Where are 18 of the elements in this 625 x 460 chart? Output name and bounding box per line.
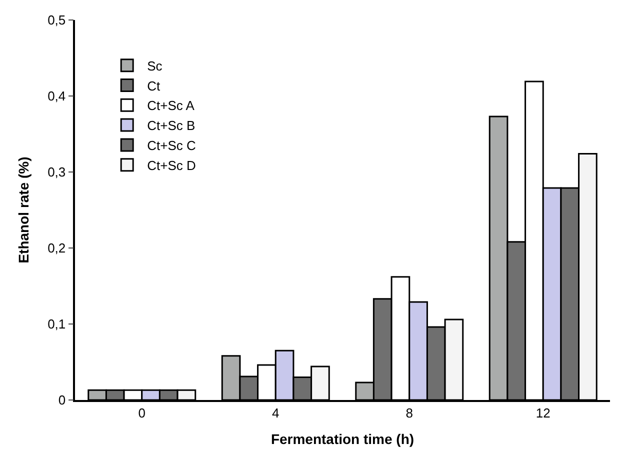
legend-label: Ct+Sc A bbox=[147, 98, 195, 114]
legend-label: Ct+Sc D bbox=[147, 158, 196, 173]
x-axis-title: Fermentation time (h) bbox=[270, 431, 414, 448]
legend-label: Ct+Sc C bbox=[147, 138, 196, 154]
x-tick-label: 4 bbox=[272, 405, 280, 420]
x-tick-label: 12 bbox=[536, 405, 550, 420]
y-tick-label: 0 bbox=[58, 392, 66, 408]
y-tick-label: 0,3 bbox=[48, 164, 66, 180]
x-tick-label: 8 bbox=[406, 405, 413, 420]
x-tick-label: 0 bbox=[138, 405, 146, 420]
y-tick-label: 0,1 bbox=[48, 316, 66, 332]
y-axis-title: Ethanol rate (%) bbox=[16, 156, 32, 264]
legend-label: Ct+Sc B bbox=[147, 118, 196, 134]
y-tick-label: 0,2 bbox=[48, 240, 66, 256]
legend-label: Ct bbox=[147, 78, 160, 94]
y-tick-label: 0,4 bbox=[48, 88, 66, 104]
y-tick-label: 0,5 bbox=[48, 12, 66, 28]
legend-label: Sc bbox=[147, 58, 163, 74]
